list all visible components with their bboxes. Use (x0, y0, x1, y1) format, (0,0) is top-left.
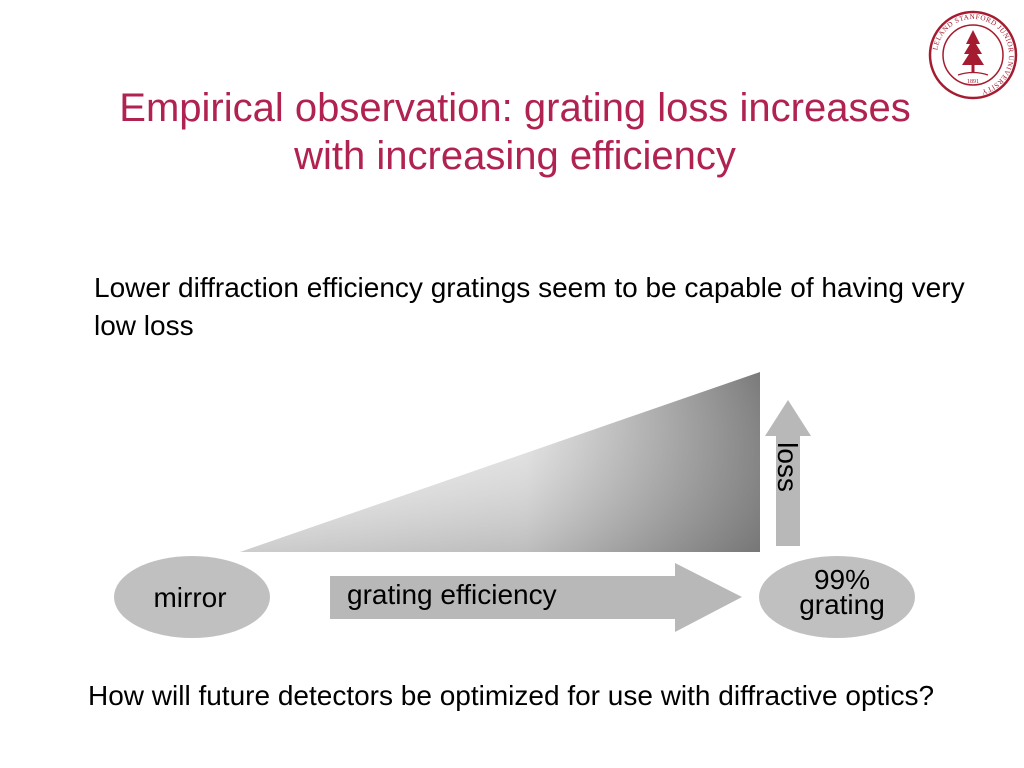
efficiency-arrow (330, 563, 742, 632)
mirror-ellipse (114, 556, 270, 638)
mirror-label: mirror (153, 582, 226, 613)
loss-arrow-label: loss (772, 442, 803, 492)
grating-ellipse (759, 556, 915, 638)
title-line-1: Empirical observation: grating loss incr… (119, 86, 911, 130)
svg-text:1891: 1891 (967, 79, 979, 85)
slide-title: Empirical observation: grating loss incr… (40, 84, 990, 180)
grating-label-line-1: 99% (814, 564, 870, 595)
title-line-2: with increasing efficiency (294, 134, 736, 178)
question-text: How will future detectors be optimized f… (88, 680, 935, 711)
loss-arrow (765, 400, 811, 546)
grating-label-line-2: grating (799, 589, 885, 620)
body-text: Lower diffraction efficiency gratings se… (94, 272, 965, 341)
loss-wedge-shade (240, 372, 760, 552)
stanford-seal-logo: LELAND STANFORD JUNIOR UNIVERSITY 1891 (928, 10, 1018, 100)
efficiency-arrow-label: grating efficiency (347, 579, 557, 610)
